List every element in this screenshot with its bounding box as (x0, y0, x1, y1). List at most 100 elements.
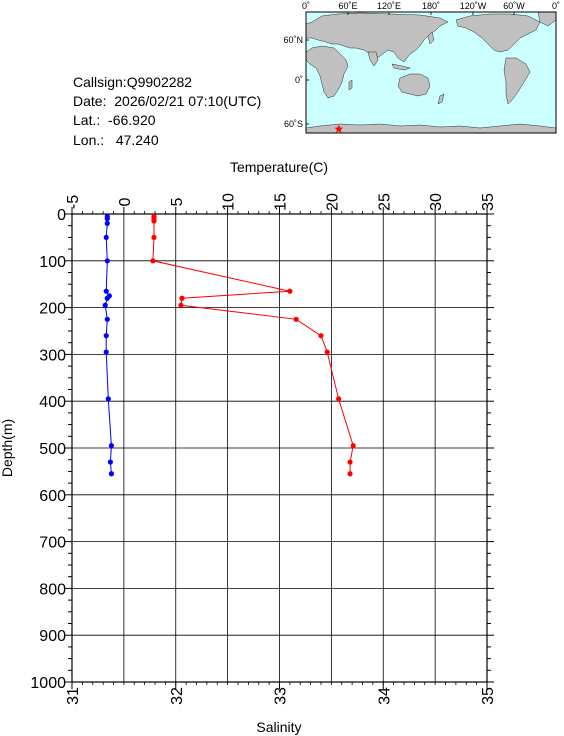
location-map: 0˚ 60˚E 120˚E 180˚ 120˚W 60˚W 0˚ 60˚N 0˚ 60˚S (283, 1, 560, 134)
depth-tick-label: 600 (39, 488, 66, 505)
date-label: Date: (73, 93, 107, 110)
temperature-axis-title: Temperature(C) (230, 159, 328, 175)
lat-label: Lat.: (73, 112, 101, 129)
land-north-america (455, 13, 541, 53)
chart-series (102, 213, 356, 477)
station-info: Callsign:Q9902282 Date: 2026/02/21 07:10… (73, 73, 261, 150)
temperature-point (350, 443, 356, 449)
salinity-tick-label: 31 (65, 687, 82, 705)
callsign-label: Callsign: (73, 74, 127, 90)
salinity-point (104, 220, 110, 226)
temperature-point (151, 213, 157, 219)
station-star-icon (334, 124, 344, 133)
land-south-america (503, 57, 531, 105)
temperature-tick-label: -5 (65, 195, 82, 209)
salinity-tick-label: 34 (376, 687, 393, 705)
land-indonesia (391, 63, 411, 71)
salinity-point (108, 471, 115, 477)
map-lon-label: 60˚E (338, 1, 357, 11)
land-japan (427, 31, 435, 45)
callsign-value: Q9902282 (126, 74, 193, 90)
chart-ticks (65, 207, 494, 689)
map-land (305, 11, 557, 134)
map-ticks: 0˚ 60˚E 120˚E 180˚ 120˚W 60˚W 0˚ 60˚N 0˚ 60˚S (283, 1, 560, 129)
depth-tick-label: 900 (39, 628, 66, 645)
depth-tick-label: 0 (57, 207, 66, 224)
map-marker (334, 124, 344, 133)
map-lon-label: 180˚ (422, 1, 440, 11)
temperature-tick-label: 20 (324, 193, 341, 211)
depth-tick-label: 200 (39, 301, 66, 318)
salinity-point (103, 349, 109, 355)
temperature-tick-label: 30 (428, 193, 445, 211)
salinity-point (104, 258, 110, 264)
depth-tick-label: 1000 (30, 675, 66, 692)
temperature-point (347, 459, 353, 465)
temperature-tick-label: 5 (169, 197, 186, 206)
salinity-point (104, 295, 110, 301)
temperature-line (152, 216, 354, 474)
map-lat-label: 60˚S (284, 119, 303, 129)
salinity-tick-label: 35 (480, 687, 497, 705)
temperature-point (336, 396, 342, 402)
plot-frame (71, 213, 488, 683)
temperature-tick-label: 10 (221, 193, 238, 211)
land-eurasia (305, 12, 449, 63)
depth-tick-label: 500 (39, 441, 66, 458)
salinity-tick-label: 32 (169, 687, 186, 705)
temperature-point (150, 258, 156, 264)
map-lon-label: 60˚W (503, 1, 525, 11)
map-lon-label: 0˚ (302, 1, 310, 11)
lat-line: Lat.: -66.920 (73, 111, 261, 130)
date-value: 2026/02/21 07:10(UTC) (114, 93, 262, 110)
salinity-point (102, 302, 108, 308)
salinity-point (104, 213, 110, 219)
temperature-point (178, 302, 184, 308)
salinity-point (107, 459, 113, 465)
temperature-point (151, 218, 157, 224)
depth-tick-label: 700 (39, 535, 66, 552)
salinity-point (106, 293, 112, 299)
lon-value: 47.240 (115, 131, 159, 148)
salinity-point (103, 234, 109, 240)
temperature-tick-label: 15 (273, 193, 290, 211)
temperature-tick-label: 25 (376, 193, 393, 211)
salinity-point (103, 333, 109, 339)
temperature-point (318, 333, 324, 339)
lon-label: Lon.: (73, 131, 105, 148)
land-australia (397, 73, 431, 97)
salinity-point (108, 443, 115, 449)
land-madagascar (348, 79, 353, 91)
temperature-point (347, 471, 353, 477)
temperature-point (151, 234, 157, 240)
map-lon-label: 120˚E (377, 1, 401, 11)
temperature-point (287, 288, 293, 294)
salinity-point (104, 316, 110, 322)
callsign-line: Callsign:Q9902282 (73, 73, 261, 92)
chart-grid (71, 213, 488, 683)
salinity-point (105, 396, 111, 402)
date-line: Date: 2026/02/21 07:10(UTC) (73, 92, 261, 111)
land-antarctica (305, 123, 557, 134)
temperature-point (293, 316, 299, 322)
depth-tick-label: 100 (39, 254, 66, 271)
temperature-tick-label: 35 (480, 193, 497, 211)
depth-tick-label: 300 (39, 347, 66, 364)
depth-axis-title: Depth(m) (0, 419, 15, 477)
temperature-point (179, 295, 185, 301)
map-lat-label: 60˚N (283, 35, 303, 45)
lon-line: Lon.: 47.240 (73, 131, 261, 150)
salinity-point (103, 288, 109, 294)
land-new-zealand (437, 93, 445, 105)
temperature-point (151, 216, 157, 222)
temperature-point (324, 349, 330, 355)
land-africa (305, 45, 349, 99)
map-lon-label: 120˚W (460, 1, 487, 11)
map-lat-label: 0˚ (295, 75, 303, 85)
depth-tick-label: 400 (39, 394, 66, 411)
lat-value: -66.920 (108, 112, 156, 129)
salinity-tick-label: 33 (273, 687, 290, 705)
depth-tick-label: 800 (39, 581, 66, 598)
map-lon-label: 0˚ (552, 1, 560, 11)
